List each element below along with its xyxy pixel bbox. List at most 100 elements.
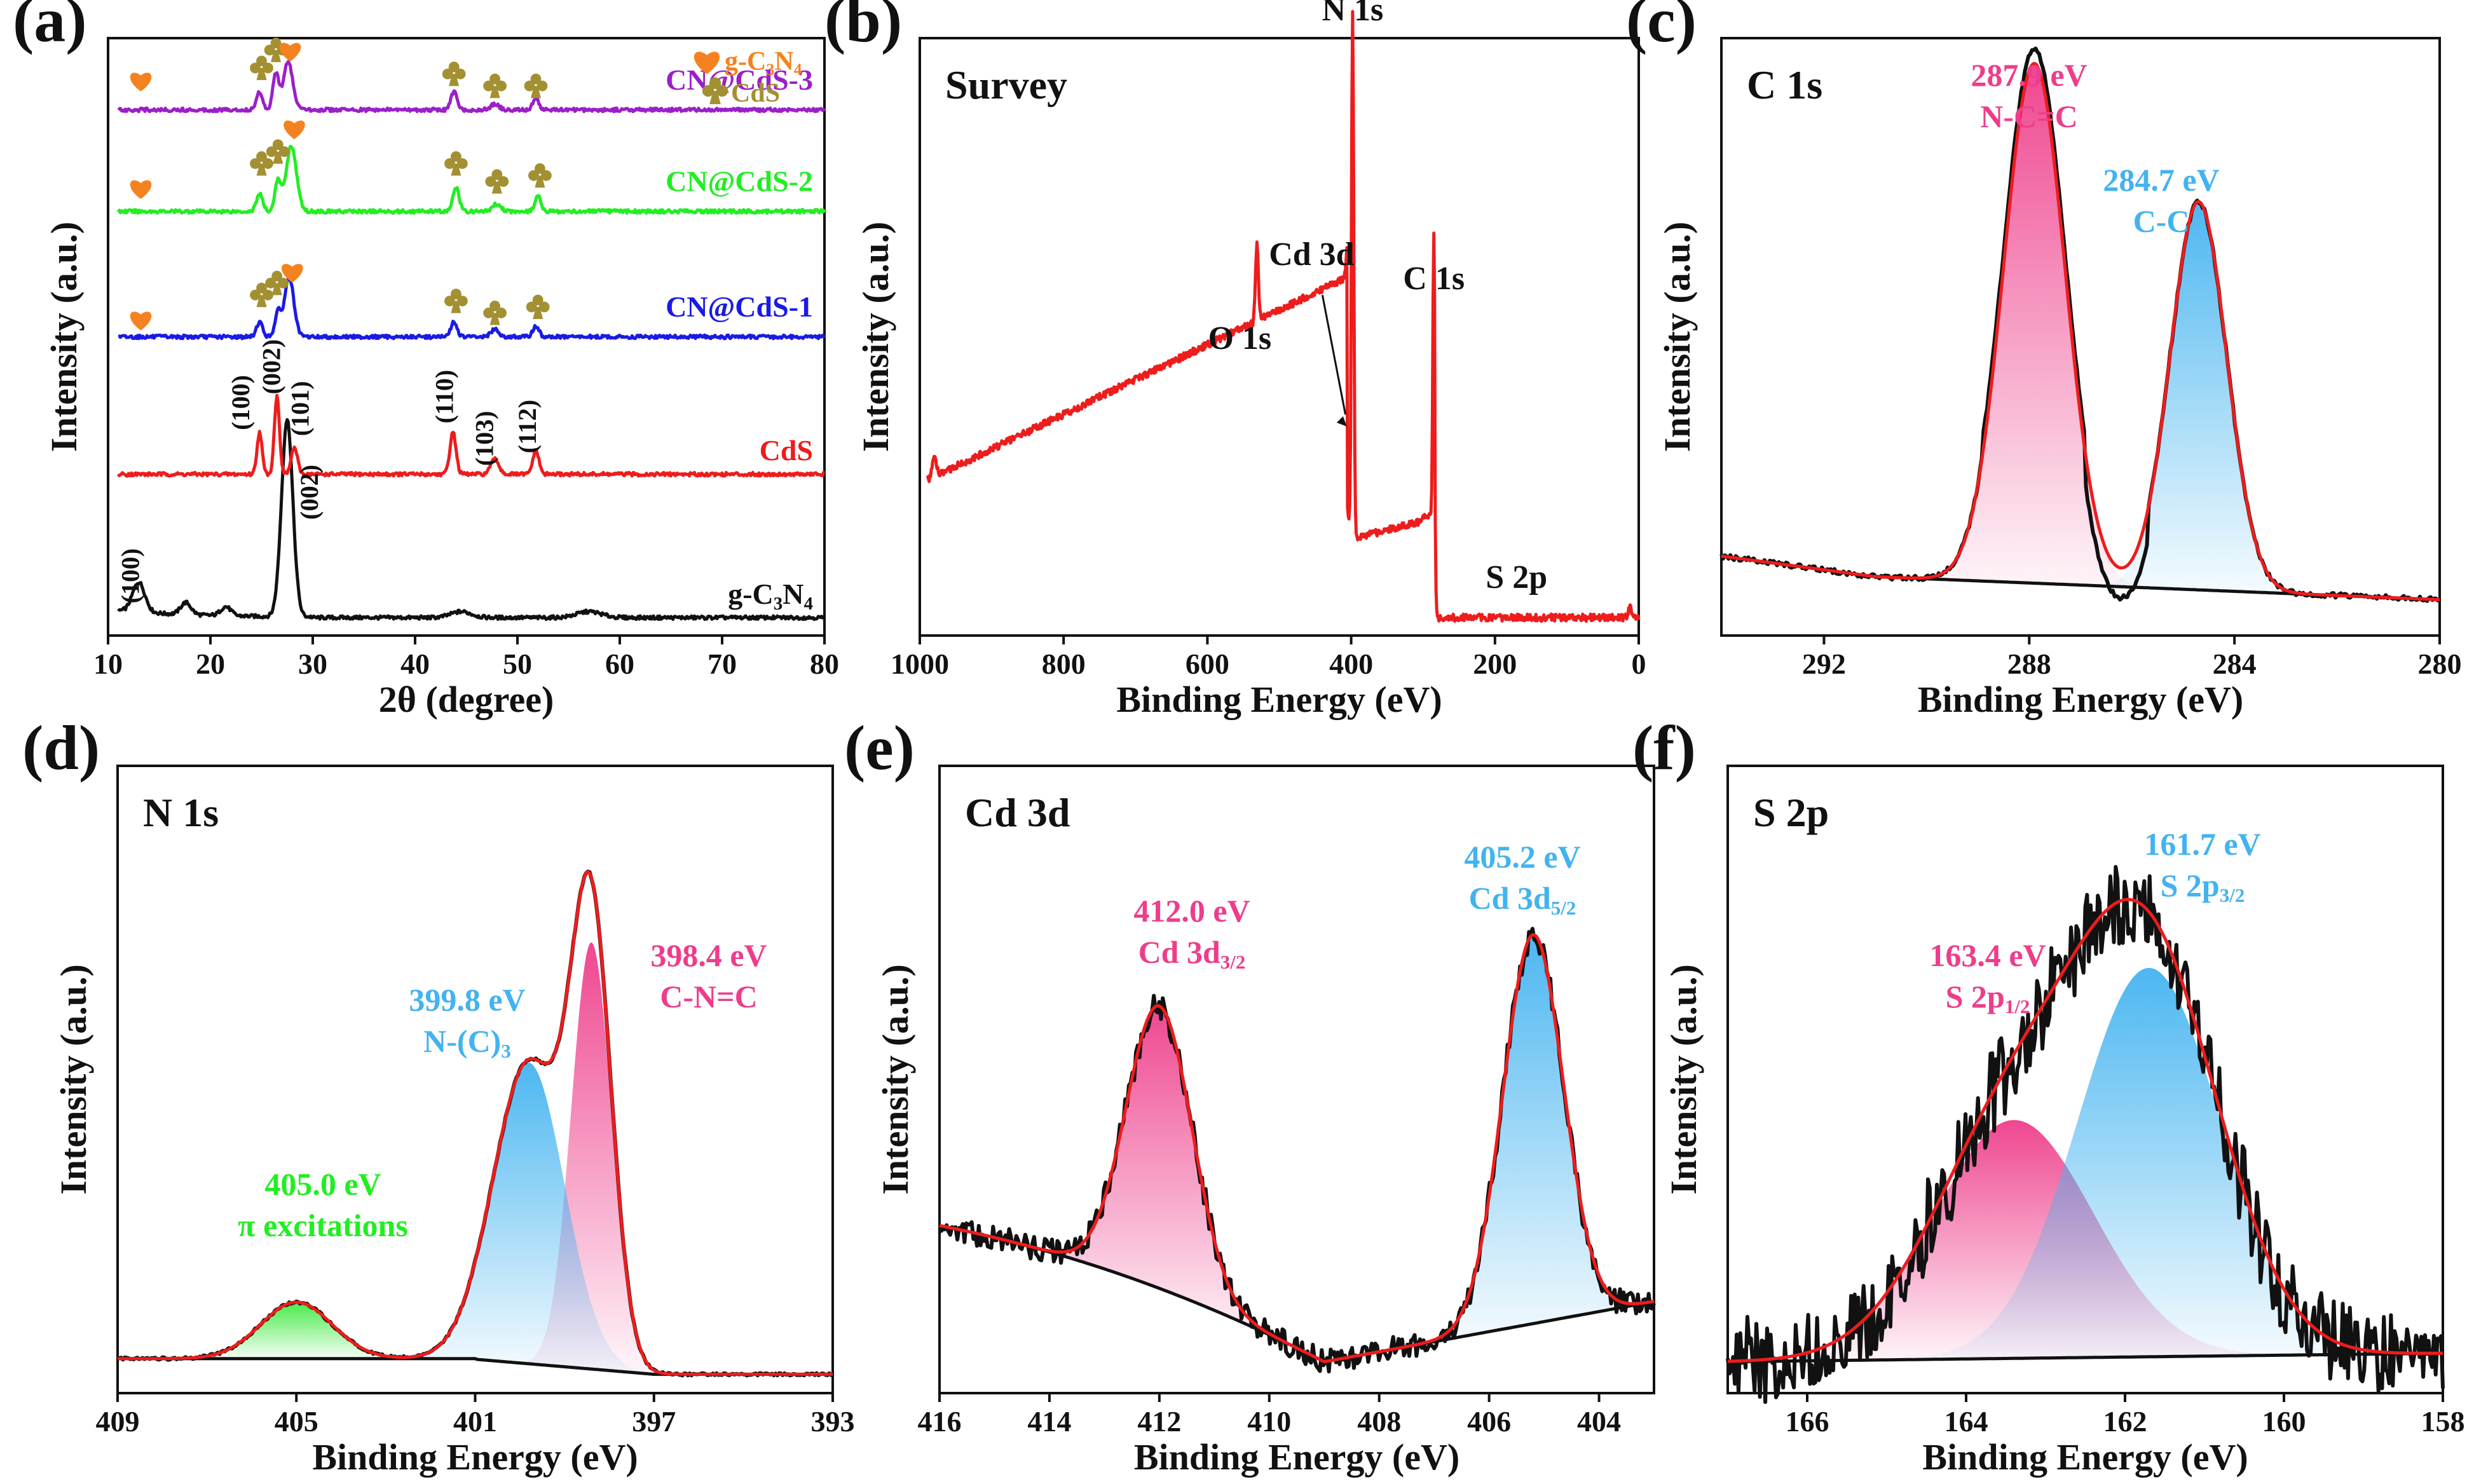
component-bond-label-f-0-part-0: S 2p bbox=[1946, 979, 2005, 1014]
x-tick-label-c-0: 292 bbox=[1802, 648, 1846, 680]
hkl-label-0: (100) bbox=[116, 548, 144, 604]
series-label-2: CN@CdS-1 bbox=[666, 290, 813, 323]
component-bond-label-d-1: N-(C)3 bbox=[423, 1023, 511, 1062]
cds-marker-6-top bbox=[532, 294, 543, 306]
panel-label-b: (b) bbox=[824, 0, 902, 55]
cds-marker-4-left bbox=[444, 296, 455, 306]
x-tick-label-a-4: 50 bbox=[503, 648, 532, 680]
cds-marker-4-top bbox=[451, 289, 461, 299]
gcn-marker-17 bbox=[130, 72, 152, 92]
x-axis-label-c: Binding Energy (eV) bbox=[1918, 679, 2243, 720]
cds-marker-11-left bbox=[444, 158, 455, 169]
legend-club-icon-top bbox=[709, 77, 721, 90]
cds-marker-13-top bbox=[535, 163, 545, 174]
cds-marker-13-right bbox=[541, 170, 552, 181]
component-bond-label-d-0-part-0: C-N=C bbox=[660, 979, 757, 1014]
legend-cds-label: CdS bbox=[731, 79, 780, 108]
cds-marker-11-right bbox=[457, 158, 468, 169]
panel-label-d: (d) bbox=[22, 712, 100, 783]
component-fill-e-1 bbox=[1412, 934, 1654, 1346]
cds-marker-14-top bbox=[256, 55, 267, 67]
series-label-0-part-1: 3 bbox=[774, 593, 783, 613]
survey-spectrum-line bbox=[926, 10, 1641, 623]
cds-marker-6 bbox=[526, 294, 550, 319]
cds-marker-15-top bbox=[270, 37, 282, 49]
cds-marker-5 bbox=[483, 301, 507, 325]
gcn-marker-3 bbox=[130, 311, 152, 330]
cds-marker-19-top bbox=[489, 73, 500, 85]
x-tick-label-d-1: 405 bbox=[275, 1405, 318, 1438]
cds-marker-13 bbox=[528, 163, 552, 188]
legend-gcn-label-part-0: g-C bbox=[725, 47, 766, 76]
cds-marker-18 bbox=[442, 62, 466, 86]
cds-marker-15-left bbox=[264, 44, 275, 56]
component-bond-label-e-0: Cd 3d3/2 bbox=[1138, 934, 1246, 973]
cds-marker-20-top bbox=[530, 73, 542, 85]
x-tick-label-e-2: 412 bbox=[1137, 1405, 1181, 1438]
component-bond-label-c-1: C-C bbox=[2133, 203, 2190, 239]
cds-marker-11-stem bbox=[451, 163, 461, 176]
survey-peak-label-3: Cd 3d bbox=[1269, 236, 1354, 273]
component-fill-d-2 bbox=[155, 1302, 440, 1359]
plot-frame-b bbox=[919, 37, 1640, 637]
component-bond-label-e-1-part-1: 5/2 bbox=[1551, 897, 1576, 919]
cds-marker-11 bbox=[444, 151, 468, 176]
component-energy-label-c-0: 287.9 eV bbox=[1971, 57, 2087, 93]
cds-marker-8-left bbox=[266, 146, 277, 158]
hkl-label-1: (002) bbox=[295, 465, 324, 520]
cds-marker-5-left bbox=[483, 308, 494, 318]
cds-marker-19-stem bbox=[489, 86, 500, 99]
cds-marker-19 bbox=[483, 73, 507, 99]
cd3d-arrow-head bbox=[1336, 416, 1347, 426]
component-bond-label-c-1-part-0: C-C bbox=[2133, 203, 2190, 239]
plot-frame-c bbox=[1720, 37, 2441, 637]
component-fill-c-0 bbox=[1911, 63, 2158, 589]
cds-marker-8-stem bbox=[273, 151, 284, 164]
cd3d-arrow-line bbox=[1321, 294, 1347, 415]
y-axis-label-a: Intensity (a.u.) bbox=[43, 222, 85, 453]
cds-marker-12-stem bbox=[491, 181, 502, 194]
x-tick-label-c-2: 284 bbox=[2213, 648, 2257, 680]
x-tick-label-e-6: 404 bbox=[1577, 1405, 1621, 1438]
fit-envelope-line-f bbox=[1727, 897, 2443, 1363]
component-bond-label-c-0-part-0: N-C=C bbox=[1980, 99, 2077, 134]
legend-club-icon-left bbox=[702, 85, 714, 97]
cds-marker-12-right bbox=[498, 176, 509, 187]
xrd-line-CN@CdS-3 bbox=[117, 60, 826, 114]
x-tick-label-b-1: 800 bbox=[1042, 648, 1086, 680]
gcn-marker-16 bbox=[279, 43, 301, 62]
hkl-label-4: (101) bbox=[286, 381, 315, 436]
cds-marker-0-right bbox=[263, 289, 273, 301]
panel-label-a: (a) bbox=[13, 0, 87, 55]
y-axis-label-c: Intensity (a.u.) bbox=[1657, 222, 1698, 453]
x-axis-label-e: Binding Energy (eV) bbox=[1134, 1436, 1459, 1478]
component-energy-label-e-0: 412.0 eV bbox=[1133, 893, 1250, 929]
xrd-line-CdS bbox=[116, 393, 825, 478]
cds-marker-7-right bbox=[263, 158, 273, 169]
hkl-label-5: (110) bbox=[430, 370, 459, 423]
series-label-0-part-3: 4 bbox=[804, 593, 814, 613]
series-label-4: CN@CdS-3 bbox=[666, 64, 813, 96]
series-label-0-part-0: g-C bbox=[728, 578, 774, 610]
cds-marker-15-stem bbox=[271, 50, 282, 62]
cds-marker-11-top bbox=[451, 151, 461, 162]
xrd-line-CN@CdS-2 bbox=[116, 144, 826, 215]
cds-marker-20-left bbox=[524, 80, 535, 92]
fit-envelope-line-d bbox=[118, 870, 833, 1376]
component-bond-label-f-1: S 2p3/2 bbox=[2161, 868, 2245, 906]
cds-marker-0-stem bbox=[256, 295, 267, 308]
cds-marker-4-stem bbox=[451, 301, 461, 313]
cds-marker-6-stem bbox=[533, 307, 543, 319]
plot-frame-e bbox=[938, 765, 1655, 1394]
cds-marker-18-right bbox=[455, 69, 466, 79]
x-tick-label-a-0: 10 bbox=[93, 648, 123, 680]
cds-marker-0-top bbox=[256, 282, 267, 294]
cds-marker-14-left bbox=[250, 62, 261, 74]
component-bond-label-d-2: π excitations bbox=[238, 1208, 408, 1243]
x-tick-label-e-5: 406 bbox=[1467, 1405, 1511, 1438]
panel-title-e: Cd 3d bbox=[965, 790, 1070, 835]
hkl-label-3: (002) bbox=[257, 339, 285, 395]
cds-marker-7-top bbox=[256, 151, 267, 162]
x-tick-label-e-0: 416 bbox=[918, 1405, 962, 1438]
hkl-label-6: (103) bbox=[470, 411, 498, 466]
